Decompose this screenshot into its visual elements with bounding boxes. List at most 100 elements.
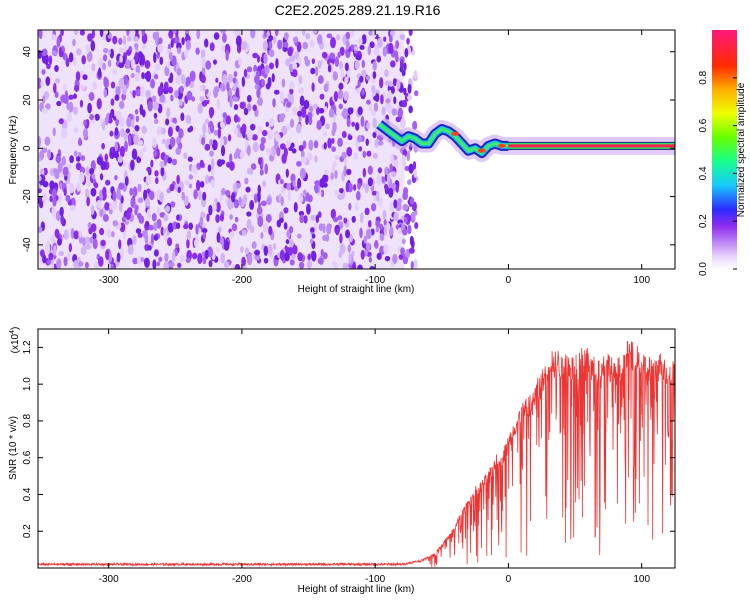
noise-speck [280, 90, 284, 102]
noise-speck [114, 127, 119, 136]
noise-speck [409, 235, 414, 246]
noise-speck [157, 43, 164, 54]
noise-speck [346, 68, 351, 79]
spectrogram-x-ticks: -300 -200 -100 0 100 [99, 30, 650, 286]
noise-speck [66, 111, 72, 123]
noise-speck [132, 36, 139, 42]
noise-speck [189, 125, 194, 132]
noise-speck [73, 230, 80, 240]
noise-speck [131, 148, 138, 160]
noise-speck [171, 158, 178, 166]
noise-speck [393, 199, 398, 209]
noise-speck [206, 213, 210, 222]
noise-speck [208, 260, 213, 268]
noise-speck [375, 219, 381, 228]
x-tick-label: 100 [633, 574, 650, 585]
noise-speck [413, 168, 418, 178]
noise-speck [56, 258, 62, 269]
noise-speck [229, 153, 233, 164]
noise-speck [410, 212, 416, 222]
noise-speck [163, 214, 169, 222]
noise-speck [321, 51, 328, 59]
noise-speck [129, 187, 133, 196]
noise-speck [85, 243, 92, 250]
noise-speck [51, 206, 56, 217]
noise-speck [141, 42, 147, 50]
noise-speck [197, 252, 203, 265]
noise-speck [73, 150, 78, 157]
noise-speck [74, 84, 80, 92]
noise-speck [170, 201, 176, 208]
noise-speck [372, 131, 377, 139]
noise-speck [154, 63, 161, 71]
noise-speck [258, 125, 263, 134]
noise-speck [402, 253, 407, 264]
noise-speck [144, 257, 150, 268]
noise-speck [396, 79, 401, 90]
noise-speck [40, 249, 45, 258]
noise-speck [99, 173, 104, 181]
noise-speck [57, 162, 63, 173]
x-tick-label: -100 [365, 574, 385, 585]
noise-speck [82, 128, 89, 139]
noise-speck [60, 214, 65, 225]
noise-speck [359, 227, 363, 239]
noise-speck [217, 127, 222, 139]
noise-speck [309, 105, 314, 113]
noise-speck [121, 85, 128, 95]
noise-speck [244, 177, 249, 185]
noise-speck [75, 71, 81, 82]
noise-speck [298, 144, 304, 152]
noise-speck [314, 180, 321, 186]
noise-speck [156, 191, 160, 197]
noise-speck [181, 37, 185, 46]
noise-speck [368, 220, 372, 228]
noise-speck [119, 145, 125, 158]
noise-speck [334, 56, 339, 68]
noise-speck [201, 99, 208, 107]
noise-speck [156, 126, 162, 136]
noise-speck [330, 172, 334, 180]
noise-speck [209, 123, 215, 134]
noise-speck [220, 159, 226, 165]
noise-speck [42, 95, 46, 104]
noise-speck [315, 106, 320, 116]
noise-speck [121, 216, 127, 223]
noise-speck [204, 89, 209, 95]
noise-speck [268, 225, 273, 236]
noise-speck [88, 91, 95, 101]
noise-speck [38, 175, 42, 182]
noise-speck [183, 224, 189, 230]
noise-speck [335, 227, 340, 236]
noise-speck [288, 81, 295, 90]
trace-hotspot [497, 143, 506, 148]
noise-speck [99, 30, 104, 38]
noise-speck [401, 238, 406, 245]
snr-frame [37, 328, 676, 569]
noise-speck [391, 108, 398, 116]
noise-speck [80, 246, 87, 256]
noise-speck [133, 43, 139, 49]
noise-speck [229, 231, 235, 239]
noise-speck [337, 194, 344, 200]
noise-speck [112, 190, 117, 202]
noise-speck [94, 113, 100, 121]
noise-speck [360, 69, 367, 78]
noise-speck [75, 162, 82, 171]
noise-speck [90, 40, 96, 52]
noise-speck [213, 32, 220, 40]
noise-speck [406, 37, 410, 45]
noise-speck [254, 193, 258, 204]
noise-speck [407, 179, 412, 186]
noise-speck [402, 191, 409, 201]
noise-speck [351, 250, 355, 257]
noise-speck [68, 182, 75, 194]
noise-speck [84, 172, 91, 180]
noise-speck [69, 155, 75, 164]
noise-speck [230, 192, 236, 203]
noise-speck [202, 191, 207, 201]
noise-speck [147, 245, 152, 251]
noise-speck [172, 30, 177, 34]
noise-speck [372, 152, 379, 160]
noise-speck [314, 155, 318, 163]
